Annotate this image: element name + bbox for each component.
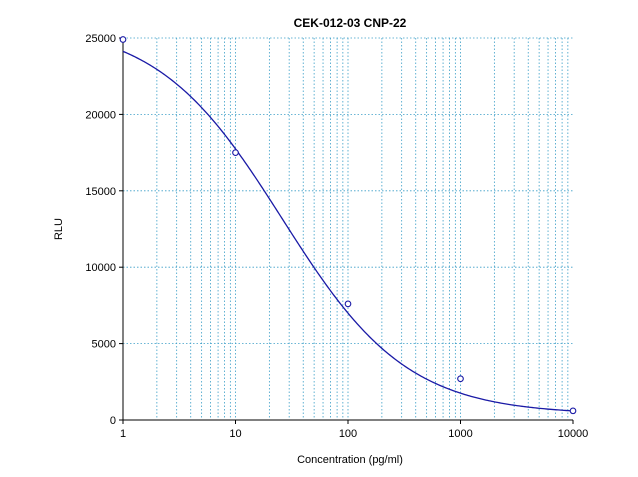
y-axis-label: RLU [53, 218, 65, 240]
x-tick-label: 10 [229, 428, 241, 440]
y-tick-label: 25000 [85, 33, 116, 45]
y-tick-label: 0 [110, 415, 116, 427]
chart-title: CEK-012-03 CNP-22 [294, 16, 407, 30]
data-point [569, 407, 577, 415]
x-tick-label: 100 [339, 428, 357, 440]
data-point [457, 375, 464, 383]
grid-lines [123, 37, 573, 420]
x-tick-label: 1 [120, 428, 126, 440]
y-tick-label: 20000 [85, 109, 116, 121]
y-tick-label: 5000 [92, 339, 116, 351]
x-tick-labels: 1 10 100 1000 10000 [120, 428, 588, 440]
data-points [119, 36, 577, 415]
fit-curve [122, 50, 574, 412]
data-point [232, 149, 239, 156]
x-axis-label: Concentration (pg/ml) [297, 454, 403, 466]
x-tick-label: 10000 [558, 428, 589, 440]
data-point [344, 300, 352, 308]
data-point [119, 36, 127, 43]
y-tick-labels: 0 5000 10000 15000 20000 25000 [85, 33, 116, 427]
y-tick-label: 10000 [85, 262, 116, 274]
y-tick-label: 15000 [85, 186, 116, 198]
x-tick-label: 1000 [448, 428, 472, 440]
axes [119, 37, 574, 424]
